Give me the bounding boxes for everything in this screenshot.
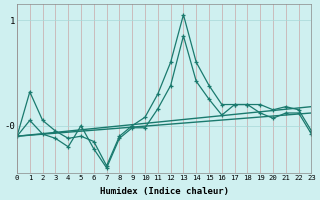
X-axis label: Humidex (Indice chaleur): Humidex (Indice chaleur) bbox=[100, 187, 229, 196]
